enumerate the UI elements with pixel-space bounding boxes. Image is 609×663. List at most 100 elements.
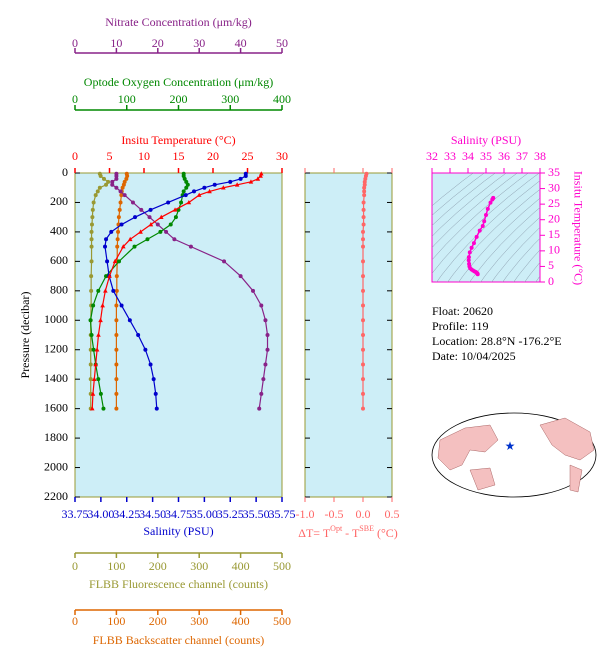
series-3-point xyxy=(110,182,115,187)
x-tick-label: 33 xyxy=(444,149,456,163)
series-4-point xyxy=(104,182,109,187)
x-tick-label: 0 xyxy=(72,614,78,628)
series-3-point xyxy=(265,347,270,352)
y-tick-label: 35 xyxy=(548,165,560,179)
series-4-point xyxy=(95,189,100,194)
series-1-point xyxy=(109,229,114,234)
y-tick-label: 600 xyxy=(50,253,68,267)
x-tick-label: 35.25 xyxy=(217,507,244,521)
delta-t-point xyxy=(362,185,367,190)
x-tick-label: 34.25 xyxy=(113,507,140,521)
x-axis-title: Salinity (PSU) xyxy=(451,133,521,147)
ts-point xyxy=(475,272,480,277)
series-2-point xyxy=(181,189,186,194)
series-3-point xyxy=(251,288,256,293)
ts-point xyxy=(482,219,487,224)
y-axis-title: Insitu Temperature (°C) xyxy=(571,171,585,285)
delta-t-point xyxy=(361,229,365,234)
series-4-point xyxy=(89,274,94,279)
density-contour xyxy=(513,249,540,282)
x-tick-label: 400 xyxy=(232,559,250,573)
series-3-point xyxy=(259,303,264,308)
series-0-point xyxy=(196,192,202,197)
series-3-point xyxy=(114,173,119,178)
y-tick-label: 1000 xyxy=(44,312,68,326)
density-contour xyxy=(491,226,540,282)
x-axis-title-part: - T xyxy=(342,526,360,540)
x-tick-label: -1.0 xyxy=(296,507,315,521)
series-0-point xyxy=(107,273,112,278)
info-line: Date: 10/04/2025 xyxy=(432,349,516,363)
info-line: Float: 20620 xyxy=(432,304,493,318)
x-axis-title: FLBB Fluorescence channel (counts) xyxy=(89,577,268,591)
density-contour xyxy=(432,173,474,207)
x-tick-label: 25 xyxy=(242,149,254,163)
info-line: Profile: 119 xyxy=(432,319,489,333)
ts-point xyxy=(469,245,474,250)
series-0-point xyxy=(248,179,254,184)
ts-point xyxy=(490,197,495,202)
x-tick-label: 300 xyxy=(221,92,239,106)
x-tick-label: 300 xyxy=(190,614,208,628)
density-contour xyxy=(432,173,496,226)
x-tick-label: 30 xyxy=(276,149,288,163)
x-tick-label: 34.50 xyxy=(139,507,166,521)
y-tick-label: 2000 xyxy=(44,459,68,473)
x-tick-label: 38 xyxy=(534,149,546,163)
y-tick-label: 800 xyxy=(50,283,68,297)
series-3-point xyxy=(257,406,262,411)
y-tick-label: 15 xyxy=(548,227,560,241)
x-tick-label: 0 xyxy=(72,92,78,106)
y-tick-label: 400 xyxy=(50,224,68,238)
density-contour xyxy=(447,188,540,282)
series-4-point xyxy=(106,179,111,184)
x-tick-label: 10 xyxy=(110,36,122,50)
series-4-point xyxy=(90,207,95,212)
y-tick-label: 1600 xyxy=(44,400,68,414)
series-0-point xyxy=(92,376,97,381)
y-tick-label: 10 xyxy=(548,243,560,257)
series-2-point xyxy=(185,182,190,187)
series-1-point xyxy=(119,303,124,308)
y-tick-label: 0 xyxy=(548,274,554,288)
series-3-point xyxy=(265,333,270,337)
x-axis-title-part: ΔT= T xyxy=(298,526,331,540)
series-0-point xyxy=(258,173,263,178)
series-3-point xyxy=(172,237,177,242)
series-3-point xyxy=(164,229,169,234)
x-tick-label: 200 xyxy=(149,614,167,628)
series-1-point xyxy=(238,176,243,181)
series-1-point xyxy=(183,193,188,198)
x-tick-label: 0.0 xyxy=(356,507,371,521)
series-0-point xyxy=(127,236,133,242)
series-3-point xyxy=(114,176,119,181)
y-tick-label: 30 xyxy=(548,180,560,194)
series-3-point xyxy=(130,200,135,205)
series-0-point xyxy=(100,303,105,308)
y-tick-label: 5 xyxy=(548,258,554,272)
delta-t-point xyxy=(361,200,366,205)
x-tick-label: 37 xyxy=(516,149,528,163)
series-5-point xyxy=(114,406,119,411)
x-tick-label: 35.75 xyxy=(269,507,296,521)
series-1-point xyxy=(154,406,159,411)
ts-point xyxy=(466,258,471,263)
series-1-point xyxy=(111,288,116,293)
series-5-point xyxy=(119,193,124,198)
delta-plot-area xyxy=(304,172,393,498)
series-3-point xyxy=(147,215,152,220)
map-land xyxy=(469,467,496,491)
series-2-point xyxy=(91,303,96,308)
x-axis-title: Salinity (PSU) xyxy=(143,524,213,538)
series-5-point xyxy=(115,237,120,242)
density-contour xyxy=(432,173,540,274)
ts-point xyxy=(477,228,482,233)
series-1-point xyxy=(143,347,148,352)
x-tick-label: 32 xyxy=(426,149,438,163)
density-contour xyxy=(432,173,485,216)
series-4-point xyxy=(88,347,93,352)
x-tick-label: 0.5 xyxy=(385,507,400,521)
series-1-point xyxy=(192,189,197,194)
series-1-point xyxy=(104,237,109,242)
x-tick-label: 500 xyxy=(273,559,291,573)
